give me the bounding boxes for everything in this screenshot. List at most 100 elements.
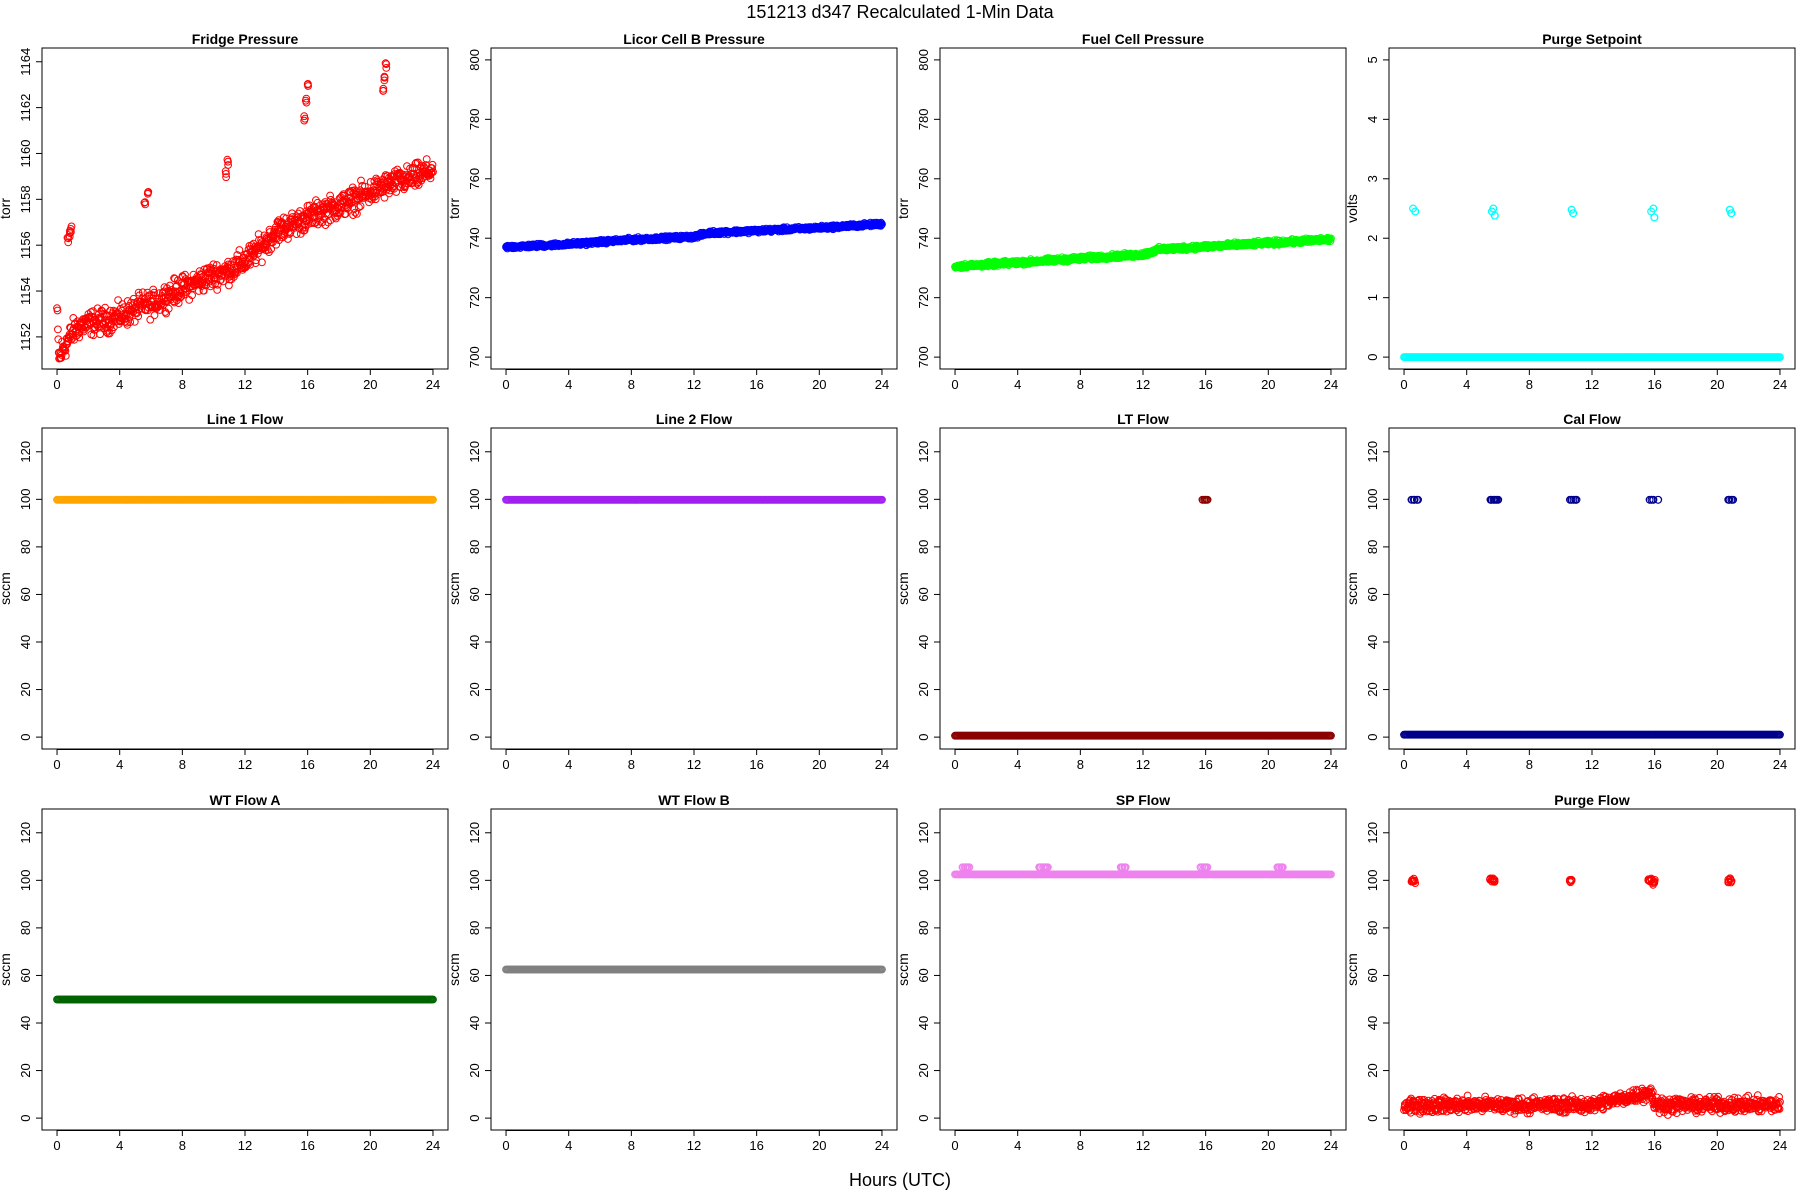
data-point <box>356 202 365 211</box>
data-point <box>351 208 360 217</box>
x-tick-label: 16 <box>1198 757 1212 772</box>
data-point <box>106 306 114 315</box>
x-tick-label: 12 <box>238 377 252 392</box>
plot-frame <box>41 427 449 750</box>
y-tick-label: 20 <box>467 682 482 696</box>
data-point <box>302 94 311 103</box>
data-point <box>380 193 389 202</box>
y-tick-label: 60 <box>467 587 482 601</box>
x-axis-caption: Hours (UTC) <box>849 1170 951 1190</box>
data-point <box>149 285 158 294</box>
x-tick-label: 16 <box>749 377 763 392</box>
x-tick-label: 0 <box>951 757 958 772</box>
data-point <box>162 309 171 318</box>
data-point <box>414 181 423 189</box>
x-tick-label: 4 <box>116 757 123 772</box>
data-point <box>199 286 208 295</box>
data-point <box>357 176 365 185</box>
data-point <box>67 228 75 236</box>
x-tick-label: 8 <box>1077 377 1084 392</box>
panel-title: Purge Setpoint <box>1542 31 1642 47</box>
x-tick-label: 8 <box>1526 757 1533 772</box>
data-point <box>126 318 135 327</box>
data-point <box>130 317 139 326</box>
x-tick-label: 0 <box>53 757 60 772</box>
y-axis-label: sccm <box>446 572 462 605</box>
y-axis-label: sccm <box>1344 572 1360 605</box>
data-point <box>174 299 183 308</box>
x-tick-label: 12 <box>687 377 701 392</box>
y-tick-label: 800 <box>916 49 931 71</box>
x-tick-label: 4 <box>1463 757 1470 772</box>
data-point <box>1650 213 1659 222</box>
y-tick-label: 1156 <box>18 231 33 259</box>
data-point <box>70 335 79 344</box>
data-point <box>65 232 74 241</box>
y-tick-label: 0 <box>1365 353 1380 360</box>
plot-frame <box>1388 427 1796 750</box>
y-tick-label: 60 <box>916 587 931 601</box>
plot-frame <box>490 427 898 750</box>
data-point <box>223 155 232 164</box>
data-point <box>263 246 272 254</box>
data-point <box>235 246 244 254</box>
x-tick-label: 8 <box>179 757 186 772</box>
points <box>53 59 437 363</box>
y-tick-label: 1160 <box>18 139 33 167</box>
y-axis-label: volts <box>1344 194 1360 223</box>
x-tick-label: 20 <box>1710 757 1724 772</box>
data-point <box>330 198 339 207</box>
data-point <box>380 73 389 82</box>
data-point <box>66 225 75 233</box>
x-tick-label: 4 <box>1463 377 1470 392</box>
y-tick-label: 20 <box>916 682 931 696</box>
x-tick-label: 24 <box>1773 757 1787 772</box>
data-point <box>53 306 62 315</box>
data-point <box>164 304 173 313</box>
x-tick-label: 0 <box>502 377 509 392</box>
data-point <box>150 311 159 320</box>
data-point <box>380 76 389 85</box>
data-point <box>303 80 312 89</box>
data-point <box>379 87 388 95</box>
data-point <box>355 203 363 212</box>
x-tick-label: 20 <box>363 377 377 392</box>
y-tick-label: 740 <box>916 227 931 249</box>
x-tick-label: 24 <box>1324 377 1338 392</box>
x-tick-label: 4 <box>565 757 572 772</box>
data-point <box>144 188 152 197</box>
y-tick-label: 100 <box>916 488 931 510</box>
y-tick-label: 4 <box>1365 116 1380 123</box>
y-tick-label: 0 <box>916 733 931 740</box>
data-point <box>347 198 356 207</box>
x-tick-label: 20 <box>1710 377 1724 392</box>
y-tick-label: 20 <box>1365 682 1380 696</box>
y-tick-label: 740 <box>467 227 482 249</box>
x-tick-label: 12 <box>1585 757 1599 772</box>
figure-title: 151213 d347 Recalculated 1-Min Data <box>746 2 1054 22</box>
y-tick-label: 2 <box>1365 235 1380 242</box>
y-tick-label: 780 <box>467 108 482 130</box>
x-tick-label: 24 <box>875 757 889 772</box>
y-tick-label: 120 <box>1365 441 1380 463</box>
x-tick-label: 24 <box>426 377 440 392</box>
x-tick-label: 20 <box>812 757 826 772</box>
data-point <box>64 238 73 247</box>
x-tick-label: 24 <box>875 377 889 392</box>
x-tick-label: 8 <box>628 757 635 772</box>
data-point <box>429 168 437 176</box>
x-tick-label: 0 <box>1400 377 1407 392</box>
y-tick-label: 1152 <box>18 323 33 351</box>
x-tick-label: 4 <box>565 377 572 392</box>
data-point <box>349 211 358 220</box>
points <box>502 218 886 253</box>
panel-title: Line 2 Flow <box>656 411 732 427</box>
panel-title: Fridge Pressure <box>192 31 299 47</box>
y-tick-label: 760 <box>467 168 482 190</box>
x-tick-label: 4 <box>1014 757 1021 772</box>
y-axis-label: sccm <box>0 572 13 605</box>
